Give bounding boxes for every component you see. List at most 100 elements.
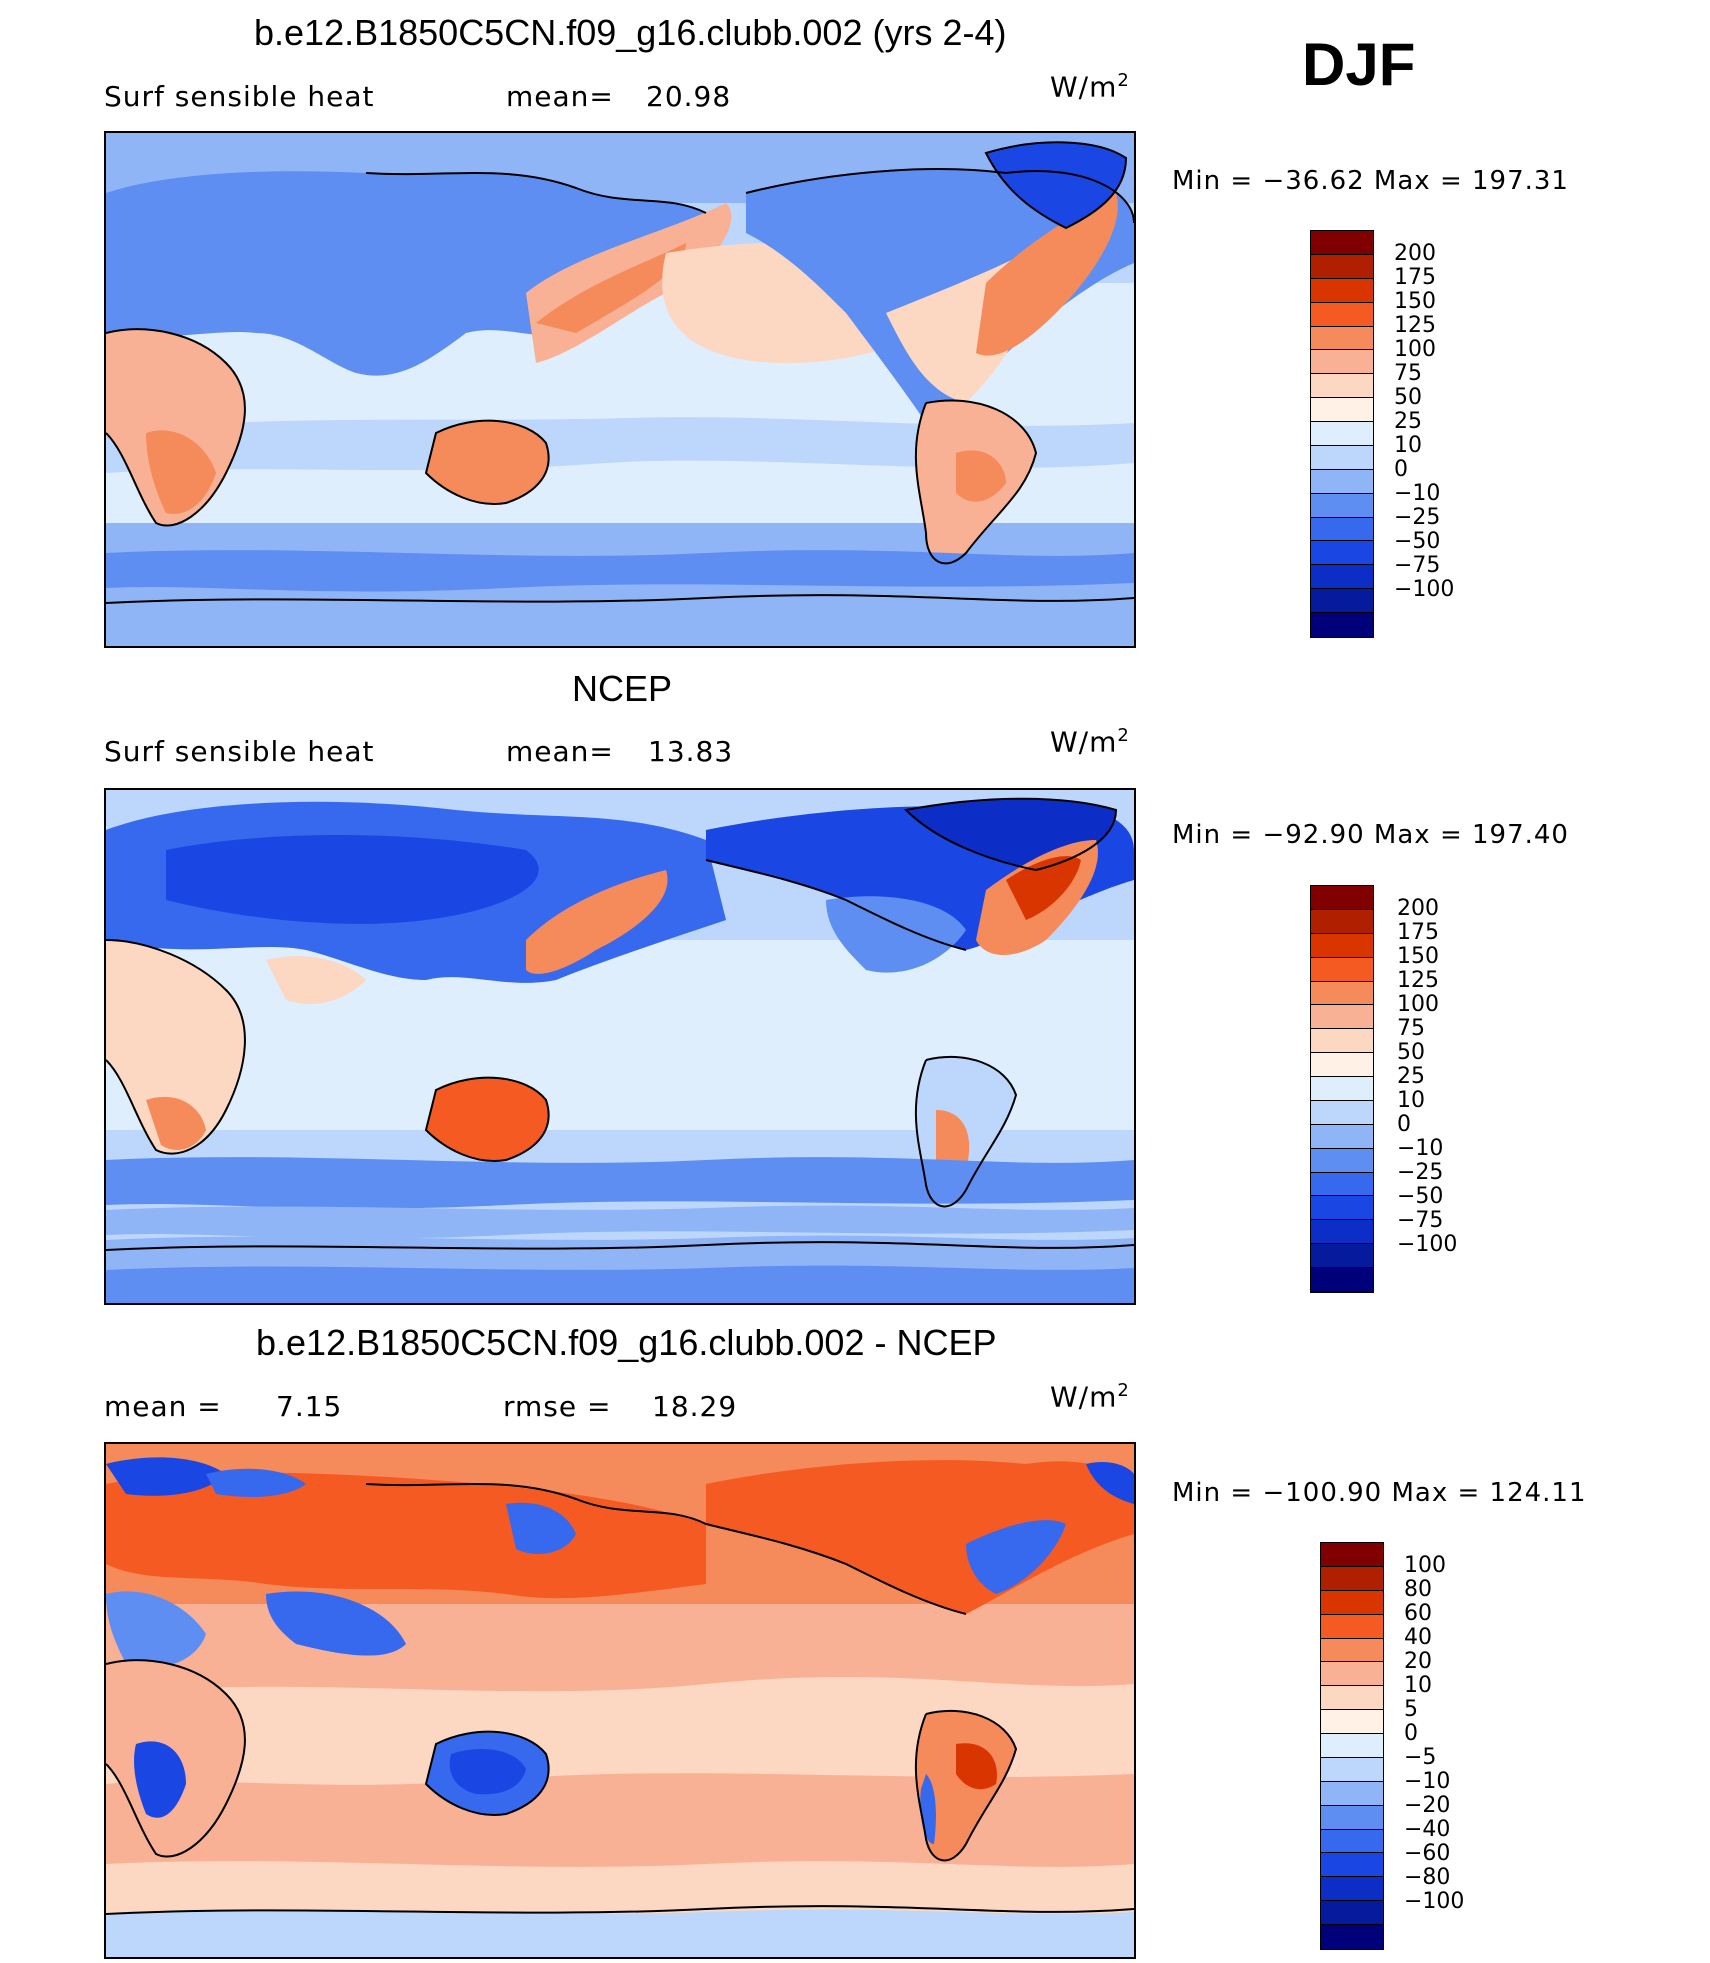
colorbar-label: 175 (1397, 920, 1439, 945)
panel-1-units: W/m2 (1050, 70, 1130, 104)
panel-2-title: NCEP (572, 668, 673, 709)
panel-3-min-max: Min = −100.90 Max = 124.11 (1172, 1478, 1587, 1508)
colorbar-swatch (1311, 589, 1373, 613)
colorbar-label: 75 (1394, 361, 1422, 386)
panel-2-colorbar-labels: 200 175 150 125 100 75 50 25 10 0 −10 −25 −50 −75 −100 (1397, 885, 1517, 1293)
colorbar-swatch (1311, 933, 1373, 958)
colorbar-label: 200 (1397, 896, 1439, 921)
panel-1-map (104, 131, 1136, 648)
colorbar-swatch (1311, 909, 1373, 934)
colorbar-swatch (1311, 1053, 1373, 1077)
panel-1-min-max: Min = −36.62 Max = 197.31 (1172, 166, 1569, 196)
panel-2-mean-label: mean= (506, 735, 614, 768)
colorbar-label: 125 (1397, 968, 1439, 993)
colorbar-label: −80 (1404, 1865, 1451, 1890)
colorbar-swatch (1311, 374, 1373, 399)
colorbar-label: −100 (1397, 1232, 1458, 1257)
colorbar-swatch (1321, 1710, 1383, 1734)
colorbar-swatch (1321, 1925, 1383, 1949)
panel-2-colorbar (1310, 885, 1374, 1293)
panel-3-rmse-label: rmse = (503, 1390, 612, 1423)
colorbar-label: −25 (1394, 505, 1441, 530)
colorbar-swatch (1311, 350, 1373, 375)
colorbar-swatch (1311, 1196, 1373, 1221)
colorbar-label: 150 (1394, 289, 1436, 314)
panel-3-mean-label: mean = (104, 1390, 222, 1423)
panel-2-min-max: Min = −92.90 Max = 197.40 (1172, 820, 1569, 850)
colorbar-label: 25 (1397, 1064, 1425, 1089)
panel-1-colorbar (1310, 230, 1374, 638)
colorbar-swatch (1321, 1734, 1383, 1758)
colorbar-label: 5 (1404, 1697, 1418, 1722)
panel-1-mean-label: mean= (506, 80, 614, 113)
panel-3-mean-value: 7.15 (276, 1390, 343, 1423)
colorbar-swatch (1311, 1029, 1373, 1054)
panel-2-variable-label: Surf sensible heat (104, 735, 375, 768)
colorbar-swatch (1321, 1566, 1383, 1591)
colorbar-swatch (1311, 1005, 1373, 1030)
colorbar-label: −100 (1394, 577, 1455, 602)
colorbar-swatch (1311, 981, 1373, 1006)
colorbar-swatch (1311, 886, 1373, 910)
colorbar-swatch (1311, 1244, 1373, 1268)
colorbar-label: 125 (1394, 313, 1436, 338)
panel-3-colorbar-labels: 100 80 60 40 20 10 5 0 −5 −10 −20 −40 −60 −80 −100 (1404, 1542, 1524, 1950)
colorbar-swatch (1321, 1543, 1383, 1567)
colorbar-label: 40 (1404, 1625, 1432, 1650)
panel-3-colorbar (1320, 1542, 1384, 1950)
colorbar-swatch (1311, 1124, 1373, 1149)
colorbar-label: 10 (1397, 1088, 1425, 1113)
season-label: DJF (1302, 31, 1416, 98)
panel-1-mean-value: 20.98 (646, 80, 732, 113)
colorbar-swatch (1311, 517, 1373, 542)
colorbar-label: −10 (1404, 1769, 1451, 1794)
colorbar-label: −25 (1397, 1160, 1444, 1185)
colorbar-swatch (1311, 613, 1373, 637)
colorbar-swatch (1311, 231, 1373, 255)
colorbar-label: 100 (1404, 1553, 1446, 1578)
colorbar-swatch (1311, 1148, 1373, 1173)
colorbar-swatch (1311, 957, 1373, 982)
colorbar-label: −60 (1404, 1841, 1451, 1866)
panel-1-title: b.e12.B1850C5CN.f09_g16.clubb.002 (yrs 2… (254, 12, 1007, 53)
colorbar-swatch (1311, 1100, 1373, 1125)
colorbar-swatch (1311, 493, 1373, 518)
panel-2-units: W/m2 (1050, 725, 1130, 759)
panel-3-title: b.e12.B1850C5CN.f09_g16.clubb.002 - NCEP (256, 1322, 997, 1363)
colorbar-label: 0 (1404, 1721, 1418, 1746)
colorbar-label: 10 (1404, 1673, 1432, 1698)
colorbar-swatch (1311, 302, 1373, 327)
colorbar-label: −75 (1394, 553, 1441, 578)
colorbar-swatch (1321, 1781, 1383, 1806)
colorbar-swatch (1311, 278, 1373, 303)
colorbar-label: 20 (1404, 1649, 1432, 1674)
colorbar-swatch (1311, 326, 1373, 351)
colorbar-label: 75 (1397, 1016, 1425, 1041)
colorbar-swatch (1321, 1686, 1383, 1711)
colorbar-label: 60 (1404, 1601, 1432, 1626)
colorbar-swatch (1321, 1638, 1383, 1663)
colorbar-swatch (1311, 1077, 1373, 1101)
colorbar-label: 150 (1397, 944, 1439, 969)
colorbar-label: 25 (1394, 409, 1422, 434)
colorbar-swatch (1311, 565, 1373, 590)
panel-3-map (104, 1442, 1136, 1959)
colorbar-swatch (1321, 1757, 1383, 1782)
colorbar-label: −5 (1404, 1745, 1437, 1770)
colorbar-swatch (1311, 1220, 1373, 1245)
panel-1-variable-label: Surf sensible heat (104, 80, 375, 113)
colorbar-label: −20 (1404, 1793, 1451, 1818)
colorbar-label: 10 (1394, 433, 1422, 458)
colorbar-label: 50 (1397, 1040, 1425, 1065)
colorbar-swatch (1311, 254, 1373, 279)
colorbar-label: 80 (1404, 1577, 1432, 1602)
colorbar-label: −100 (1404, 1889, 1465, 1914)
colorbar-label: 175 (1394, 265, 1436, 290)
colorbar-swatch (1321, 1662, 1383, 1687)
colorbar-swatch (1311, 398, 1373, 422)
colorbar-swatch (1311, 469, 1373, 494)
panel-1-colorbar-labels: 200 175 150 125 100 75 50 25 10 0 −10 −25 −50 −75 −100 (1394, 230, 1514, 638)
colorbar-label: −75 (1397, 1208, 1444, 1233)
panel-3-rmse-value: 18.29 (652, 1390, 738, 1423)
colorbar-swatch (1321, 1805, 1383, 1830)
